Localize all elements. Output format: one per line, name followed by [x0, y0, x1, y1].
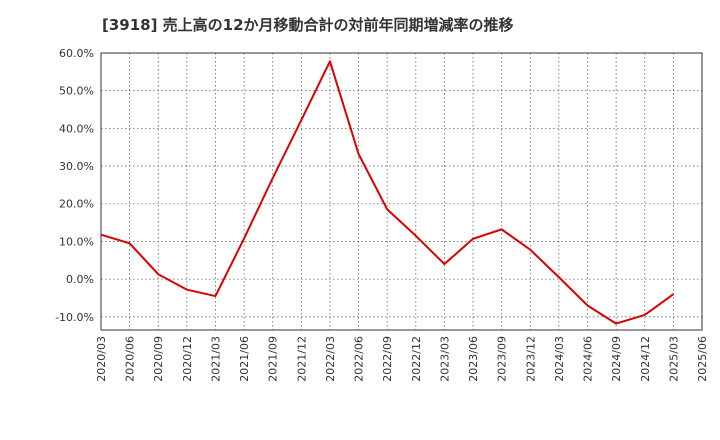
- x-tick-label: 2023/03: [438, 336, 451, 382]
- y-tick-label: 0.0%: [66, 273, 94, 286]
- x-tick-label: 2023/09: [496, 336, 509, 382]
- y-tick-label: 50.0%: [59, 85, 94, 98]
- x-tick-label: 2021/12: [295, 336, 308, 382]
- x-tick-label: 2025/03: [667, 336, 680, 382]
- plot-area-frame: [100, 52, 703, 331]
- series-layer: [100, 60, 674, 325]
- x-tick-label: 2022/12: [410, 336, 423, 382]
- x-tick-label: 2022/03: [324, 336, 337, 382]
- series-line: [100, 60, 674, 325]
- y-tick-label: 30.0%: [59, 160, 94, 173]
- y-tick-label: -10.0%: [55, 311, 94, 324]
- x-tick-label: 2021/06: [238, 336, 251, 382]
- grid-lines: [101, 52, 702, 330]
- y-tick-label: 20.0%: [59, 198, 94, 211]
- x-tick-label: 2024/12: [639, 336, 652, 382]
- x-tick-label: 2022/09: [381, 336, 394, 382]
- x-tick-label: 2024/09: [610, 336, 623, 382]
- chart-title: [3918] 売上高の12か月移動合計の対前年同期増減率の推移: [102, 16, 514, 34]
- x-tick-label: 2022/06: [353, 336, 366, 382]
- x-tick-label: 2020/03: [95, 336, 108, 382]
- x-tick-label: 2020/12: [181, 336, 194, 382]
- x-tick-label: 2021/03: [209, 336, 222, 382]
- y-axis-ticks: 60.0% 50.0% 40.0% 30.0% 20.0% 10.0% 0.0% -10.0%: [55, 47, 94, 324]
- x-tick-label: 2024/03: [553, 336, 566, 382]
- y-tick-label: 10.0%: [59, 235, 94, 248]
- y-tick-label: 40.0%: [59, 122, 94, 135]
- x-tick-label: 2021/09: [267, 336, 280, 382]
- x-tick-label: 2023/06: [467, 336, 480, 382]
- x-tick-label: 2020/06: [124, 336, 137, 382]
- x-tick-label: 2023/12: [524, 336, 537, 382]
- x-tick-label: 2020/09: [152, 336, 165, 382]
- x-tick-label: 2025/06: [696, 336, 709, 382]
- x-tick-label: 2024/06: [582, 336, 595, 382]
- y-tick-label: 60.0%: [59, 47, 94, 60]
- x-axis-ticks: 2020/03 2020/06 2020/09 2020/12 2021/03 2021/…: [95, 336, 709, 382]
